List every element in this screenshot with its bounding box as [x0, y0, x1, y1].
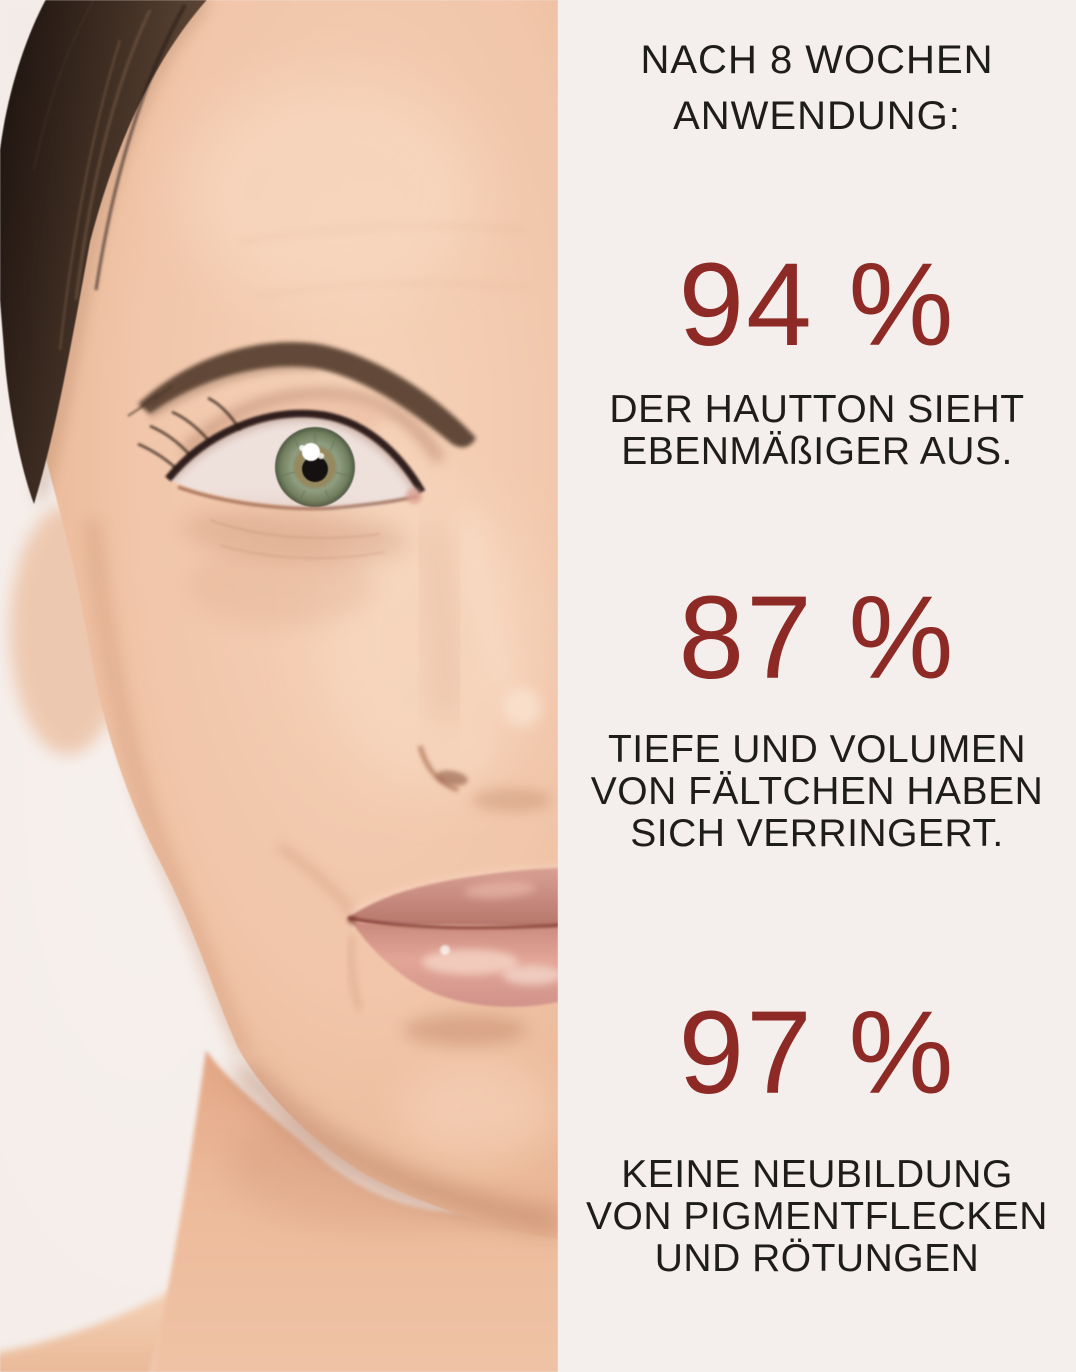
stat-description-2: TIEFE UND VOLUMEN VON FÄLTCHEN HABEN SIC… [590, 728, 1044, 855]
smile-line [275, 842, 357, 918]
hair [0, 0, 209, 504]
nose [417, 518, 552, 812]
stat-description-1: DER HAUTTON SIEHT EBENMÄßIGER AUS. [609, 388, 1025, 473]
pupil [302, 456, 328, 482]
lips [347, 866, 558, 1046]
model-portrait-photo [0, 0, 558, 1372]
claims-panel: NACH 8 WOCHEN ANWENDUNG: 94 % DER HAUTTO… [558, 0, 1076, 1372]
eye [137, 389, 445, 561]
mouth-line [347, 916, 558, 930]
eyebrow [127, 342, 476, 448]
catchlight [302, 443, 320, 461]
lashes [137, 396, 242, 471]
stat-value-3: 97 % [678, 987, 956, 1119]
shoulder [0, 1290, 182, 1372]
panel-header: NACH 8 WOCHEN ANWENDUNG: [640, 38, 994, 138]
portrait-illustration [0, 0, 558, 1372]
nose-tip-highlight [503, 688, 541, 726]
alar-crease [417, 745, 459, 793]
stat-description-3: KEINE NEUBILDUNG VON PIGMENTFLECKEN UND … [586, 1153, 1048, 1280]
lower-lash-line [177, 485, 419, 511]
nostril [436, 770, 468, 786]
stat-value-1: 94 % [678, 239, 956, 371]
stat-value-2: 87 % [678, 572, 956, 704]
upper-lash-line [165, 409, 426, 494]
